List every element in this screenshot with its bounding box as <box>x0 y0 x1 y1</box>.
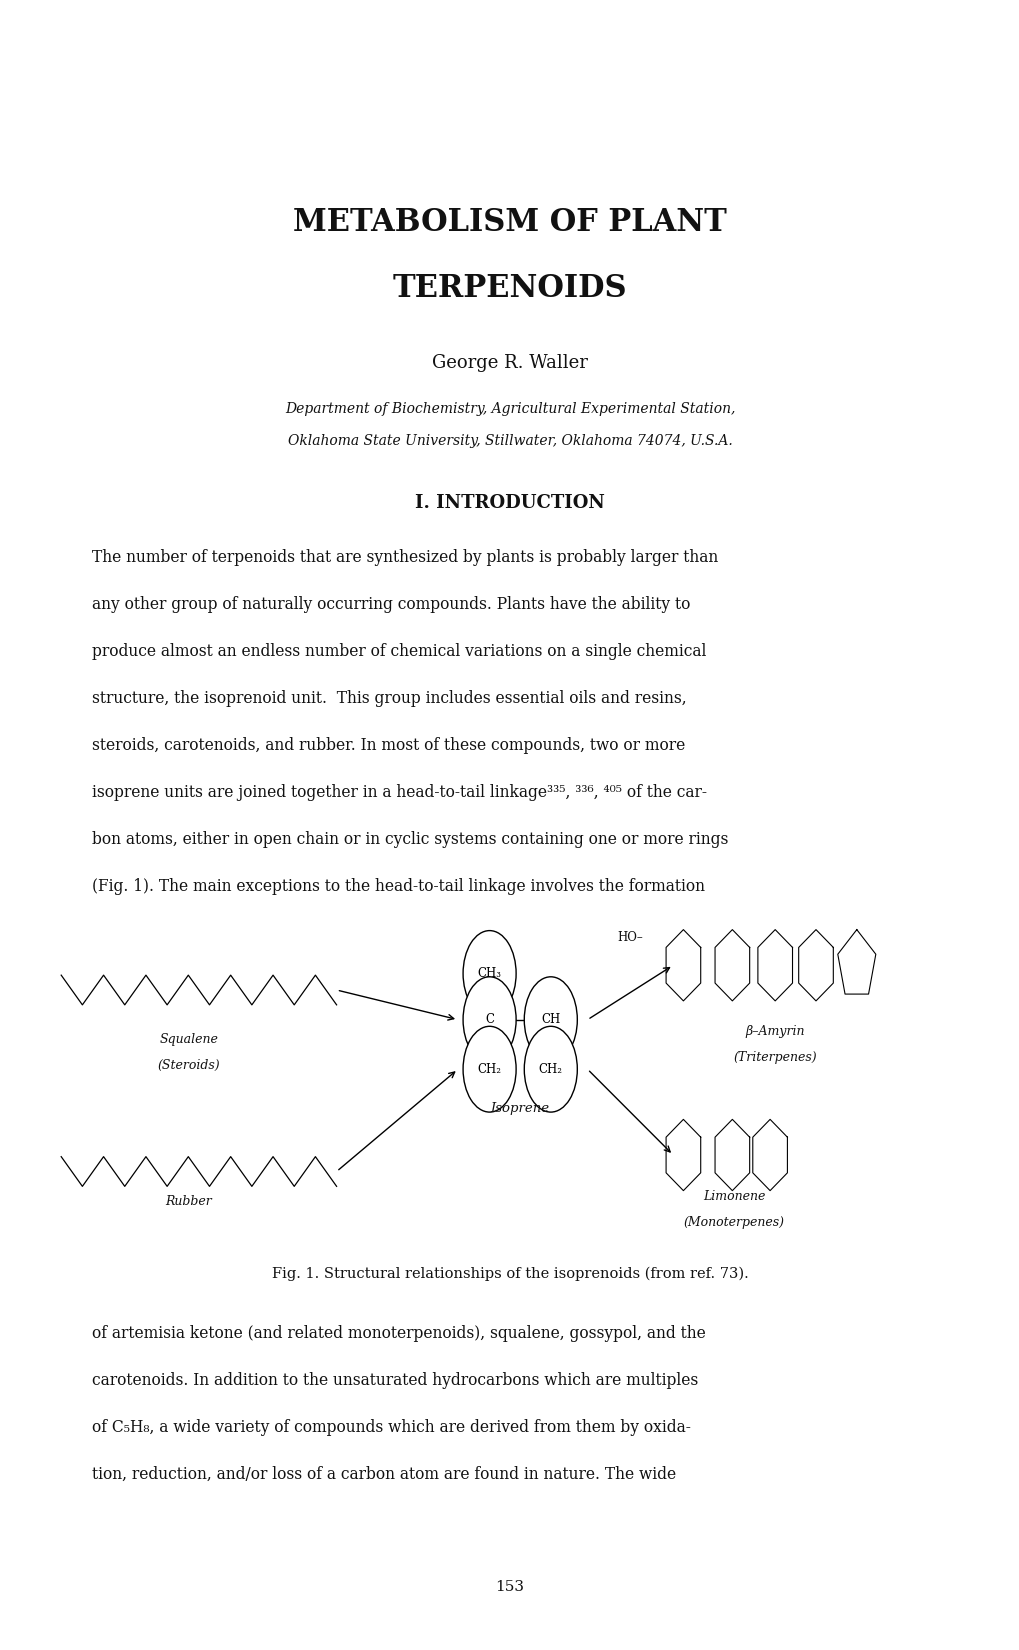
Text: tion, reduction, and/or loss of a carbon atom are found in nature. The wide: tion, reduction, and/or loss of a carbon… <box>92 1465 676 1483</box>
Text: CH₂: CH₂ <box>538 1063 562 1076</box>
Text: (Fig. 1). The main exceptions to the head-to-tail linkage involves the formation: (Fig. 1). The main exceptions to the hea… <box>92 878 704 896</box>
Text: I. INTRODUCTION: I. INTRODUCTION <box>415 495 604 512</box>
Text: of C₅H₈, a wide variety of compounds which are derived from them by oxida-: of C₅H₈, a wide variety of compounds whi… <box>92 1419 690 1436</box>
Text: (Steroids): (Steroids) <box>157 1059 220 1072</box>
Text: Limonene: Limonene <box>702 1190 765 1203</box>
Text: Squalene: Squalene <box>159 1033 218 1046</box>
Text: any other group of naturally occurring compounds. Plants have the ability to: any other group of naturally occurring c… <box>92 596 690 614</box>
Text: CH₂: CH₂ <box>477 1063 501 1076</box>
Text: Oklahoma State University, Stillwater, Oklahoma 74074, U.S.A.: Oklahoma State University, Stillwater, O… <box>287 434 732 447</box>
Text: 153: 153 <box>495 1581 524 1594</box>
Circle shape <box>463 977 516 1063</box>
Text: isoprene units are joined together in a head-to-tail linkage³³⁵, ³³⁶, ⁴⁰⁵ of the: isoprene units are joined together in a … <box>92 784 706 802</box>
Text: produce almost an endless number of chemical variations on a single chemical: produce almost an endless number of chem… <box>92 644 705 660</box>
Text: Fig. 1. Structural relationships of the isoprenoids (from ref. 73).: Fig. 1. Structural relationships of the … <box>271 1267 748 1280</box>
Text: Isoprene: Isoprene <box>490 1102 549 1115</box>
Text: Department of Biochemistry, Agricultural Experimental Station,: Department of Biochemistry, Agricultural… <box>284 403 735 416</box>
Text: CH₃: CH₃ <box>477 967 501 980</box>
Circle shape <box>463 931 516 1016</box>
Text: The number of terpenoids that are synthesized by plants is probably larger than: The number of terpenoids that are synthe… <box>92 549 717 566</box>
Text: George R. Waller: George R. Waller <box>432 355 587 371</box>
Circle shape <box>524 1026 577 1112</box>
Text: METABOLISM OF PLANT: METABOLISM OF PLANT <box>292 208 727 238</box>
Text: HO–: HO– <box>616 931 642 944</box>
Text: (Monoterpenes): (Monoterpenes) <box>683 1216 785 1229</box>
Text: of artemisia ketone (and related monoterpenoids), squalene, gossypol, and the: of artemisia ketone (and related monoter… <box>92 1325 705 1341</box>
Text: Rubber: Rubber <box>165 1195 212 1208</box>
Circle shape <box>463 1026 516 1112</box>
Text: bon atoms, either in open chain or in cyclic systems containing one or more ring: bon atoms, either in open chain or in cy… <box>92 832 728 848</box>
Circle shape <box>524 977 577 1063</box>
Text: carotenoids. In addition to the unsaturated hydrocarbons which are multiples: carotenoids. In addition to the unsatura… <box>92 1371 697 1389</box>
Text: CH: CH <box>541 1013 559 1026</box>
Text: steroids, carotenoids, and rubber. In most of these compounds, two or more: steroids, carotenoids, and rubber. In mo… <box>92 738 685 754</box>
Text: TERPENOIDS: TERPENOIDS <box>392 274 627 304</box>
Text: (Triterpenes): (Triterpenes) <box>733 1051 816 1064</box>
Text: structure, the isoprenoid unit.  This group includes essential oils and resins,: structure, the isoprenoid unit. This gro… <box>92 690 686 708</box>
Text: C: C <box>485 1013 493 1026</box>
Text: β–Amyrin: β–Amyrin <box>745 1025 804 1038</box>
